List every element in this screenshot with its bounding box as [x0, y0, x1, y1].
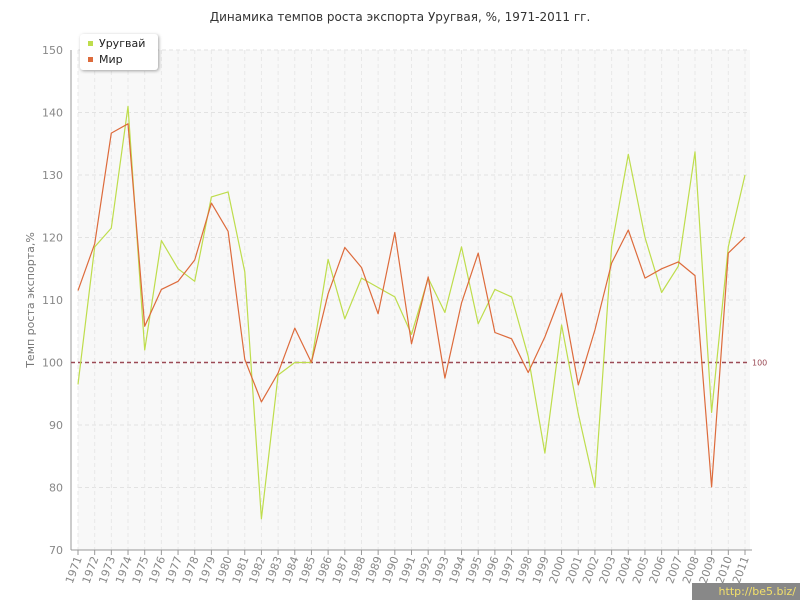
series-line-0 [77, 105, 746, 520]
y-tick-label: 150 [42, 44, 63, 57]
y-axis-title: Темп роста экспорта,% [24, 232, 37, 369]
axes [70, 50, 752, 555]
legend: Уругвай Мир [80, 34, 158, 70]
y-tick-label: 140 [42, 107, 63, 120]
series-line-1 [77, 123, 746, 488]
chart-title: Динамика темпов роста экспорта Уругвая, … [209, 10, 591, 24]
y-tick-label: 90 [49, 419, 63, 432]
y-tick-label: 130 [42, 169, 63, 182]
y-tick-label: 110 [42, 294, 63, 307]
grid [77, 49, 750, 550]
legend-swatch-icon [88, 56, 93, 62]
y-tick-label: 120 [42, 232, 63, 245]
y-tick-label: 100 [42, 357, 63, 370]
legend-item-world[interactable]: Мир [88, 53, 123, 66]
watermark-link[interactable]: http://be5.biz/ [692, 583, 800, 600]
y-tick-label: 80 [49, 482, 63, 495]
series-lines [71, 105, 750, 520]
reference-line-label: 100 [752, 359, 767, 368]
y-tick-label: 70 [49, 544, 63, 557]
legend-item-uruguay[interactable]: Уругвай [88, 37, 145, 50]
legend-label: Уругвай [99, 37, 146, 50]
legend-label: Мир [99, 53, 123, 66]
legend-swatch-icon [88, 40, 93, 46]
